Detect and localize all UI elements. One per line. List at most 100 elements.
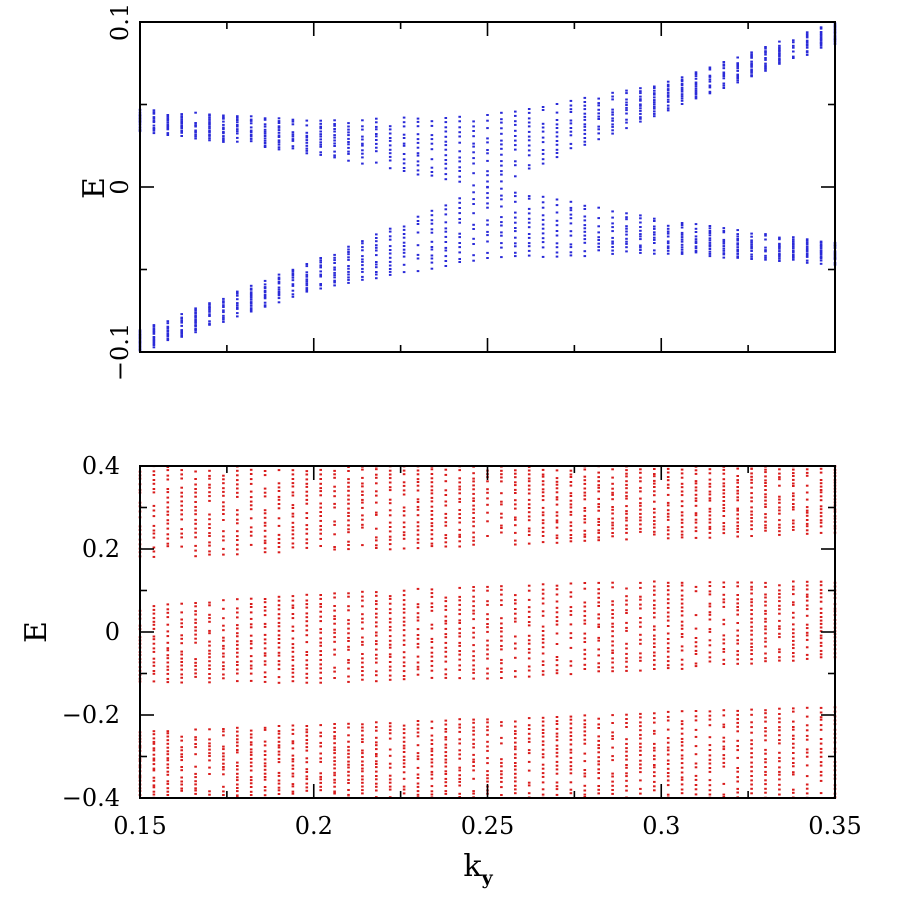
eigenvalue-point: [764, 581, 767, 584]
eigenvalue-point: [805, 580, 809, 583]
eigenvalue-point: [569, 582, 573, 585]
eigenvalue-point: [222, 535, 225, 538]
eigenvalue-point: [819, 482, 823, 485]
eigenvalue-point: [291, 668, 295, 671]
eigenvalue-point: [750, 258, 753, 260]
eigenvalue-point: [722, 650, 726, 653]
eigenvalue-point: [694, 247, 698, 250]
eigenvalue-point: [347, 485, 350, 488]
eigenvalue-point: [222, 790, 225, 793]
eigenvalue-point: [402, 228, 406, 231]
eigenvalue-point: [166, 501, 170, 504]
eigenvalue-point: [750, 232, 753, 235]
eigenvalue-point: [541, 610, 545, 613]
eigenvalue-point: [375, 273, 378, 276]
eigenvalue-point: [388, 625, 392, 628]
eigenvalue-point: [750, 70, 753, 73]
eigenvalue-point: [430, 609, 434, 612]
eigenvalue-point: [472, 477, 475, 480]
eigenvalue-point: [722, 77, 726, 80]
eigenvalue-point: [180, 622, 183, 625]
eigenvalue-point: [541, 158, 545, 161]
eigenvalue-point: [263, 283, 267, 286]
eigenvalue-point: [541, 109, 545, 111]
eigenvalue-point: [236, 302, 239, 305]
eigenvalue-point: [486, 219, 489, 222]
eigenvalue-point: [569, 492, 573, 495]
eigenvalue-point: [236, 744, 239, 747]
eigenvalue-point: [291, 728, 295, 731]
eigenvalue-point: [388, 473, 392, 476]
eigenvalue-point: [639, 586, 642, 589]
eigenvalue-point: [639, 725, 642, 728]
eigenvalue-point: [597, 138, 600, 141]
eigenvalue-point: [708, 639, 712, 642]
eigenvalue-point: [736, 718, 739, 721]
eigenvalue-point: [527, 657, 531, 660]
eigenvalue-point: [653, 519, 656, 522]
eigenvalue-point: [166, 603, 170, 606]
eigenvalue-point: [792, 734, 795, 737]
eigenvalue-point: [597, 613, 600, 616]
eigenvalue-point: [611, 491, 614, 494]
eigenvalue-point: [653, 227, 656, 230]
eigenvalue-point: [639, 90, 642, 93]
eigenvalue-point: [805, 34, 809, 37]
eigenvalue-point: [639, 771, 642, 774]
eigenvalue-point: [208, 759, 211, 762]
eigenvalue-point: [375, 775, 378, 777]
eigenvalue-point: [249, 301, 253, 304]
eigenvalue-point: [430, 468, 434, 471]
eigenvalue-point: [277, 736, 281, 739]
eigenvalue-point: [666, 615, 670, 618]
eigenvalue-point: [402, 241, 406, 244]
eigenvalue-point: [458, 769, 461, 772]
eigenvalue-point: [277, 129, 281, 132]
eigenvalue-point: [639, 233, 642, 236]
eigenvalue-point: [639, 527, 642, 530]
eigenvalue-point: [653, 112, 656, 115]
eigenvalue-point: [277, 280, 281, 283]
eigenvalue-point: [722, 642, 726, 645]
eigenvalue-point: [625, 629, 628, 632]
eigenvalue-point: [750, 708, 753, 711]
eigenvalue-point: [611, 613, 614, 615]
eigenvalue-point: [375, 263, 378, 266]
eigenvalue-point: [819, 525, 823, 528]
eigenvalue-point: [569, 473, 573, 476]
eigenvalue-point: [819, 728, 823, 731]
eigenvalue-point: [792, 253, 795, 256]
eigenvalue-point: [541, 602, 545, 605]
eigenvalue-point: [819, 724, 823, 727]
eigenvalue-point: [736, 246, 739, 249]
eigenvalue-point: [388, 139, 392, 142]
eigenvalue-point: [541, 535, 545, 537]
eigenvalue-point: [305, 768, 309, 771]
eigenvalue-point: [180, 528, 183, 531]
eigenvalue-point: [347, 524, 350, 527]
eigenvalue-point: [597, 592, 600, 595]
eigenvalue-point: [694, 499, 698, 502]
eigenvalue-point: [388, 268, 392, 270]
eigenvalue-point: [653, 764, 656, 766]
eigenvalue-point: [819, 626, 823, 629]
eigenvalue-point: [361, 255, 364, 258]
eigenvalue-point: [611, 600, 614, 603]
eigenvalue-point: [500, 671, 503, 673]
eigenvalue-point: [277, 517, 281, 520]
eigenvalue-point: [653, 494, 656, 497]
eigenvalue-point: [514, 114, 517, 117]
eigenvalue-point: [541, 480, 545, 483]
eigenvalue-point: [402, 675, 406, 677]
eigenvalue-point: [152, 474, 156, 476]
eigenvalue-point: [527, 737, 531, 740]
eigenvalue-point: [347, 258, 350, 261]
eigenvalue-point: [666, 715, 670, 718]
eigenvalue-point: [291, 504, 295, 507]
eigenvalue-point: [416, 498, 420, 501]
eigenvalue-point: [722, 761, 726, 764]
eigenvalue-point: [708, 482, 712, 485]
eigenvalue-point: [305, 739, 309, 741]
eigenvalue-point: [527, 195, 531, 198]
eigenvalue-point: [263, 768, 267, 771]
